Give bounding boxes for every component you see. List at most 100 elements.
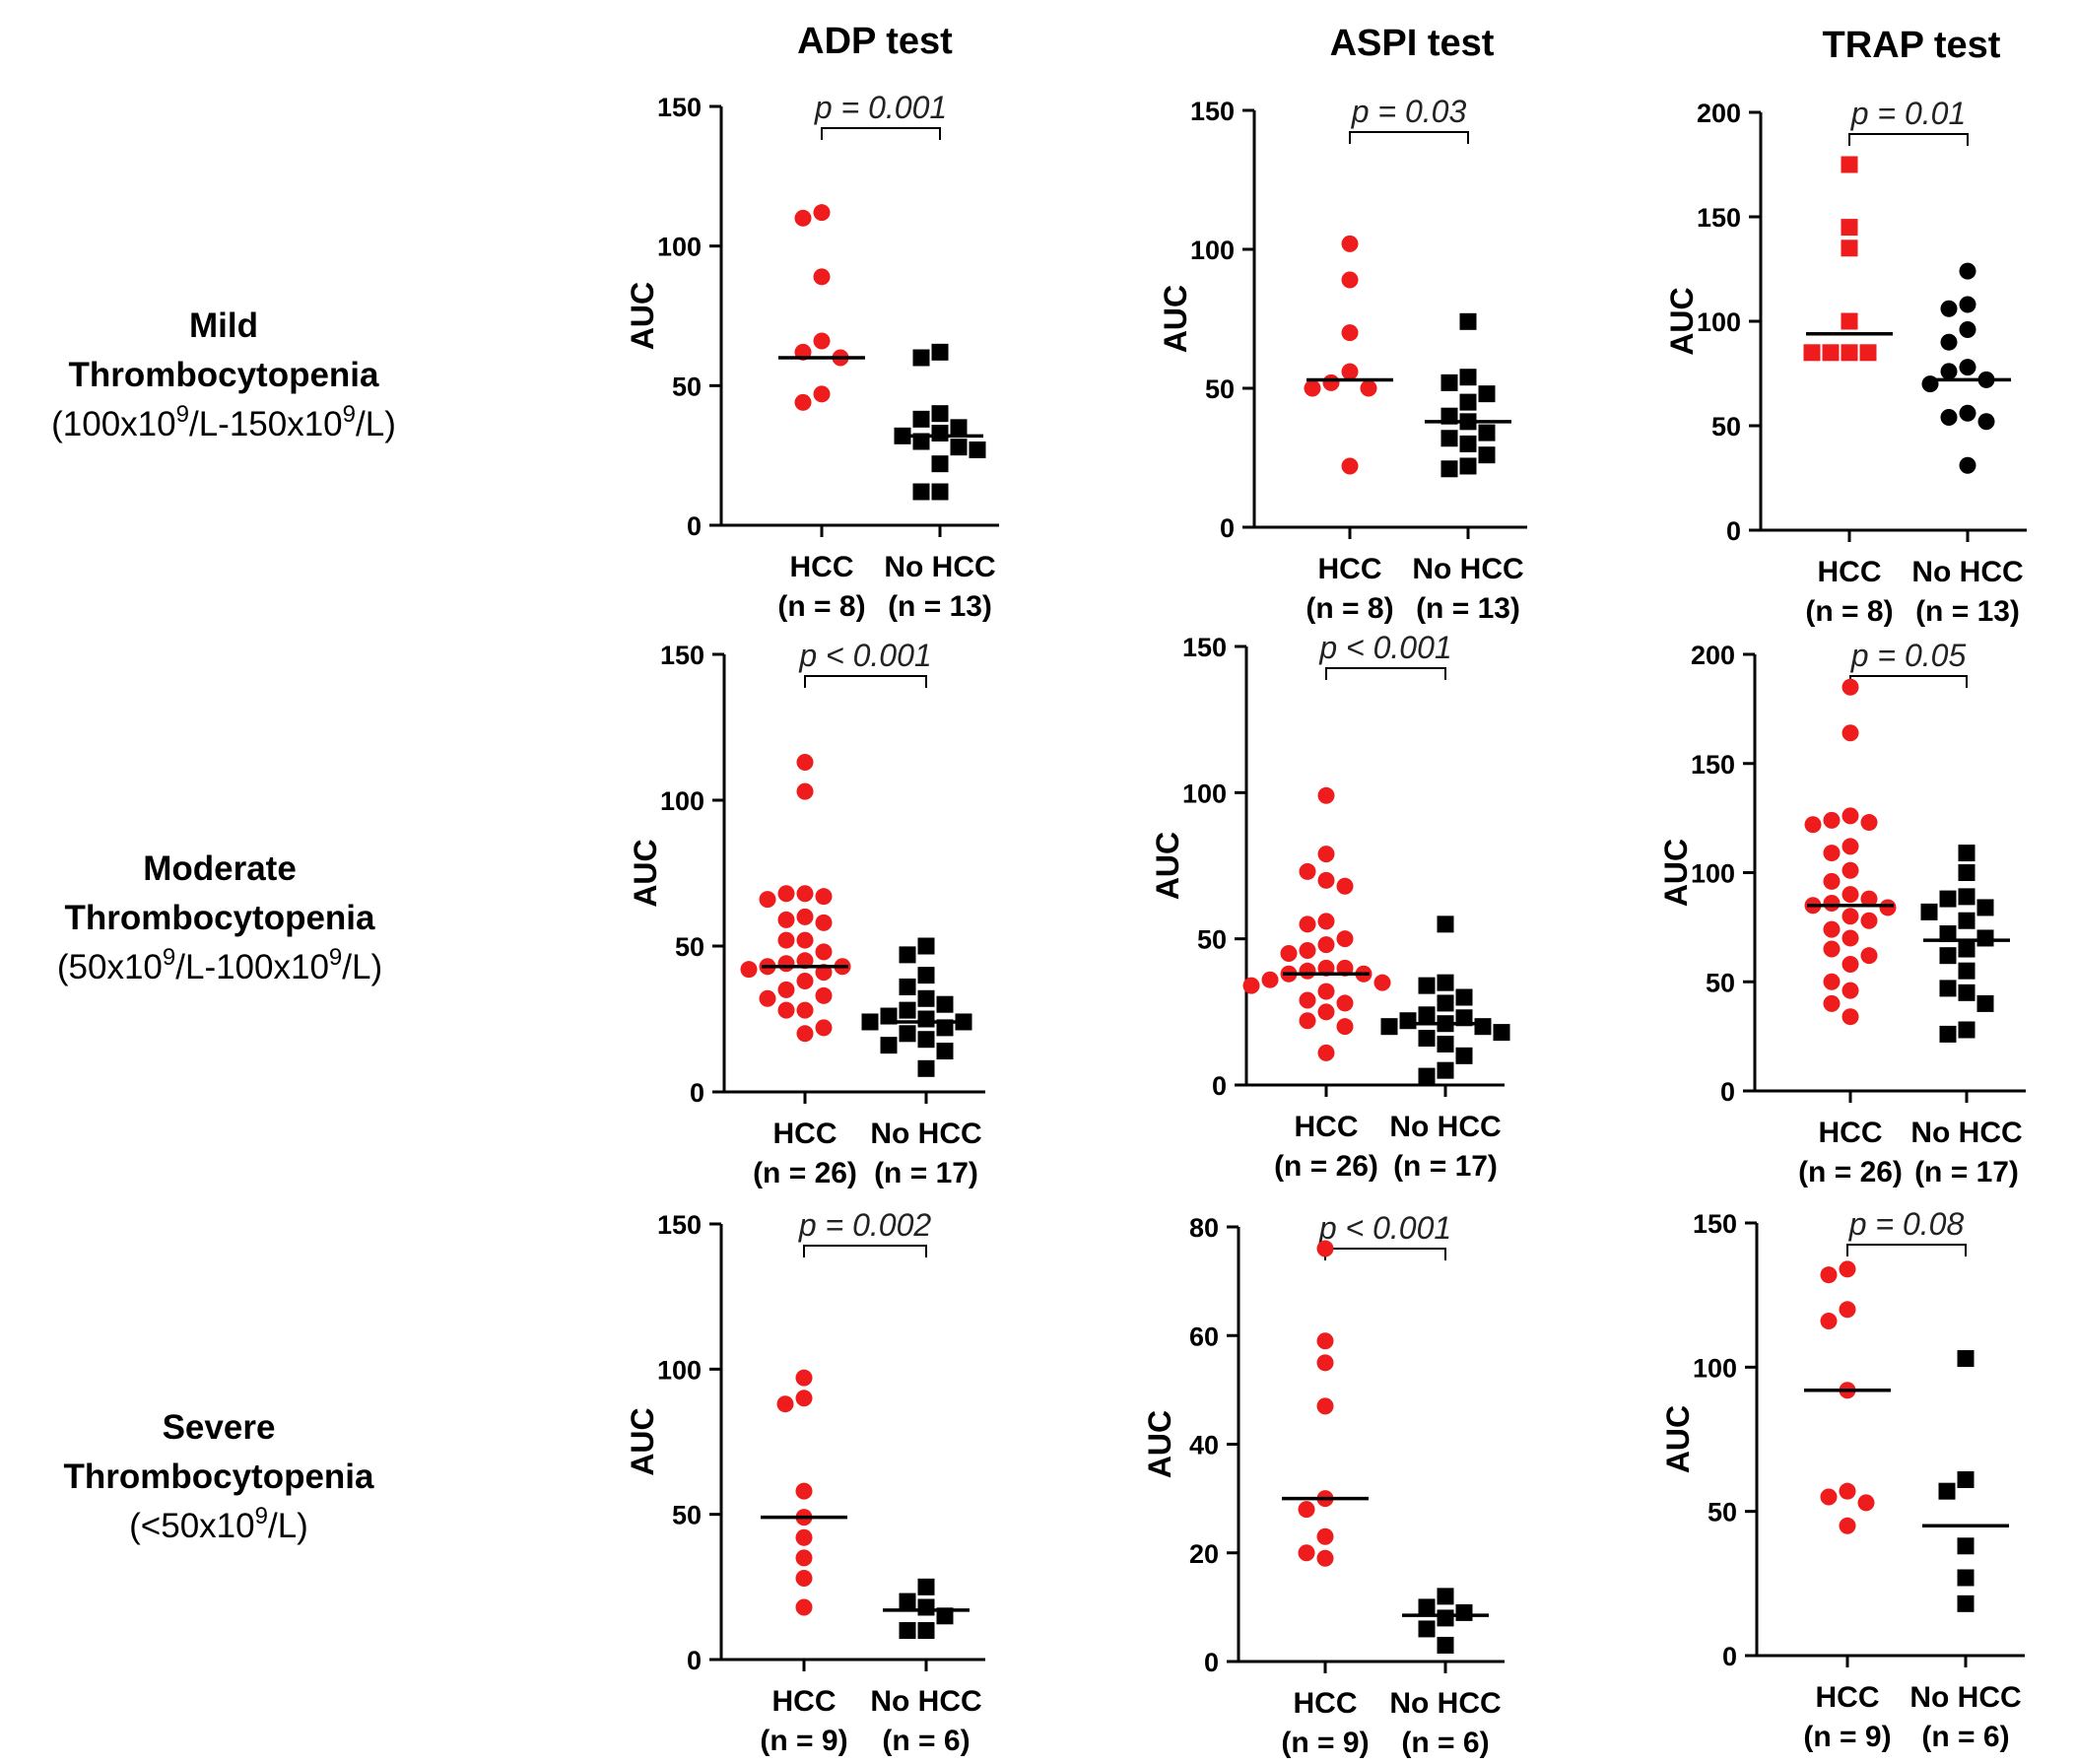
x-category-n-label: (n = 8) [1805, 595, 1893, 628]
hcc-point [815, 888, 833, 906]
x-category-label: HCC [1295, 1111, 1359, 1143]
no-hcc-point [899, 1025, 916, 1043]
hcc-point [815, 914, 833, 931]
no-hcc-point [1958, 1021, 1976, 1039]
hcc-point [1299, 942, 1316, 960]
significance-bracket [1849, 675, 1968, 688]
hcc-point [1823, 940, 1841, 958]
hcc-point [1822, 344, 1840, 362]
hcc-point [1820, 1266, 1838, 1284]
x-category-label: No HCC [1389, 1111, 1501, 1143]
y-tick-label: 20 [1189, 1539, 1219, 1569]
no-hcc-point [1959, 262, 1976, 280]
no-hcc-point [931, 343, 949, 361]
hcc-point [1823, 994, 1841, 1012]
x-category-n-label: (n = 17) [874, 1157, 978, 1189]
p-value-label: p = 0.001 [814, 90, 947, 125]
hcc-point [1317, 846, 1335, 863]
hcc-point [1842, 982, 1859, 999]
hcc-point [1316, 1332, 1334, 1350]
hcc-point [1299, 962, 1316, 980]
significance-bracket [804, 675, 927, 688]
panel-mild-aspi: 0 50 100 150 AUC HCC (n = 8) No HCC (n = 13) p = … [1158, 94, 1527, 625]
hcc-point [1860, 912, 1878, 929]
x-category-n-label: (n = 6) [1401, 1727, 1489, 1759]
hcc-point [1842, 929, 1859, 947]
hcc-point [1839, 1260, 1856, 1278]
x-category-n-label: (n = 26) [1798, 1156, 1903, 1188]
y-tick-label: 50 [672, 1501, 702, 1530]
hcc-point [796, 754, 814, 772]
hcc-point [795, 1528, 813, 1546]
hcc-point [1823, 845, 1841, 862]
no-hcc-point [1474, 1018, 1492, 1036]
hcc-point [796, 782, 814, 800]
no-hcc-point [1478, 446, 1496, 464]
hcc-point [815, 943, 833, 961]
row-label-severe-line3: (<50x109/L) [129, 1503, 308, 1545]
y-tick-label: 80 [1189, 1213, 1219, 1243]
y-tick-label: 0 [1722, 1642, 1737, 1671]
hcc-point [1842, 678, 1859, 696]
no-hcc-point [1459, 393, 1477, 411]
y-axis-title: AUC [1158, 285, 1193, 353]
no-hcc-point [1939, 1025, 1957, 1043]
no-hcc-point [1437, 1061, 1454, 1079]
y-tick-label: 150 [660, 641, 704, 670]
no-hcc-point [1940, 300, 1958, 317]
hcc-point [777, 955, 795, 973]
x-category-n-label: (n = 9) [760, 1725, 847, 1757]
no-hcc-point [917, 937, 935, 955]
no-hcc-point [917, 1059, 935, 1077]
row-label-mild-line3: (100x109/L-150x109/L) [51, 401, 396, 443]
y-tick-label: 50 [672, 372, 702, 401]
hcc-point [1803, 344, 1821, 362]
y-axis-title: AUC [1142, 1410, 1177, 1478]
x-category-label: No HCC [870, 1685, 981, 1718]
row-label-severe: Severe Thrombocytopenia (<50x109/L) [63, 1408, 374, 1545]
y-tick-label: 50 [1711, 412, 1741, 441]
row-label-moderate: Moderate Thrombocytopenia (50x109/L-100x… [57, 849, 382, 986]
x-category-n-label: (n = 17) [1914, 1156, 2019, 1188]
panel-moderate-adp: 0 50 100 150 AUC HCC (n = 26) No HCC (n = 17) p <… [628, 638, 985, 1189]
no-hcc-point [899, 1622, 916, 1640]
y-tick-label: 0 [687, 1646, 702, 1675]
hcc-point [1860, 890, 1878, 908]
no-hcc-point [1976, 899, 1994, 916]
no-hcc-point [899, 1001, 916, 1019]
no-hcc-point [950, 439, 968, 456]
hcc-point [776, 1395, 794, 1413]
hcc-point [796, 931, 814, 949]
x-category-label: HCC [773, 1118, 837, 1150]
no-hcc-point [1459, 312, 1477, 330]
no-hcc-point [1938, 1482, 1956, 1500]
row-label-moderate-line1: Moderate [143, 849, 297, 888]
no-hcc-point [931, 455, 949, 473]
x-category-n-label: (n = 9) [1803, 1721, 1891, 1753]
x-category-label: HCC [1818, 556, 1882, 588]
y-axis-title: AUC [625, 1407, 660, 1475]
hcc-point [1322, 373, 1340, 391]
y-tick-label: 50 [1706, 968, 1735, 997]
hcc-point [1842, 861, 1859, 879]
no-hcc-point [1957, 1537, 1975, 1555]
hcc-point [815, 1019, 833, 1037]
no-hcc-point [1455, 1603, 1473, 1621]
panel-severe-aspi: 0 20 40 60 80 AUC HCC (n = 9) No HCC (n = 6) p < 0… [1142, 1210, 1505, 1759]
hcc-point [1316, 1397, 1334, 1415]
hcc-point [1317, 786, 1335, 804]
column-title-adp: ADP test [797, 21, 953, 62]
hcc-point [1336, 1018, 1354, 1036]
hcc-point [1299, 862, 1316, 880]
y-axis-title: AUC [1660, 1405, 1696, 1473]
hcc-point [1839, 1301, 1856, 1319]
no-hcc-point [950, 419, 968, 437]
y-tick-label: 0 [1220, 513, 1235, 543]
x-category-label: No HCC [1909, 1681, 2021, 1714]
panel-mild-trap: 0 50 100 150 200 AUC HCC (n = 8) No HCC (n = 13) p… [1664, 96, 2027, 628]
no-hcc-point [1437, 1636, 1454, 1654]
significance-bracket [821, 127, 941, 140]
x-category-label: No HCC [870, 1118, 981, 1150]
no-hcc-point [1976, 994, 1994, 1012]
no-hcc-point [917, 1031, 935, 1049]
